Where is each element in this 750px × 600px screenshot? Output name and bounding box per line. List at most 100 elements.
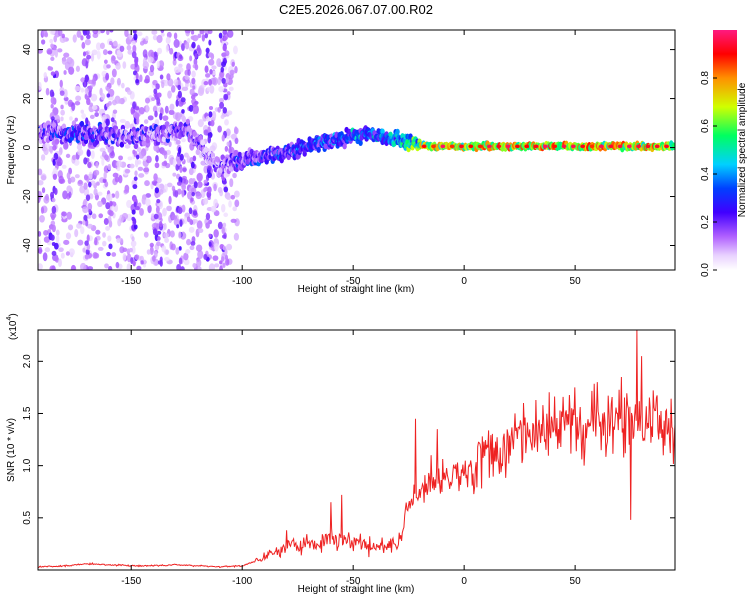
spectrogram-noise-cell (119, 246, 125, 254)
colorbar-gradient (713, 30, 737, 270)
spectrogram-noise-cell (105, 72, 110, 81)
spectrogram-x-tick-label: -50 (346, 276, 361, 287)
spectrogram-noise-cell (105, 102, 110, 108)
spectrogram-noise-cell (183, 252, 189, 261)
spectrogram-noise-cell (80, 109, 85, 114)
spectrogram-noise-cell (76, 144, 82, 151)
spectrogram-noise-cell (193, 35, 199, 41)
spectrogram-noise-cell (189, 55, 193, 62)
spectrogram-noise-cell (143, 119, 149, 124)
spectrogram-noise-cell (129, 33, 133, 41)
spectrogram-noise-cell (221, 61, 227, 68)
spectrogram-y-tick-label: 20 (22, 93, 33, 105)
spectrogram-noise-cell (100, 93, 106, 101)
snr-x-tick-label: 50 (570, 576, 582, 587)
spectrogram-noise-cell (172, 59, 177, 66)
spectrogram-noise-cell (107, 235, 112, 242)
spectrogram-noise-cell (147, 56, 154, 63)
spectrogram-noise-cell (184, 30, 191, 34)
spectrogram-noise-cell (131, 245, 136, 254)
spectrogram-noise-cell (41, 187, 46, 194)
spectrogram-noise-cell (181, 86, 189, 91)
spectrogram-noise-cell (184, 41, 190, 50)
spectrogram-noise-cell (126, 199, 132, 209)
spectrogram-noise-cell (178, 231, 182, 239)
spectrogram-noise-cell (54, 48, 59, 58)
spectrogram-noise-cell (74, 229, 79, 238)
spectrogram-noise-cell (224, 119, 229, 126)
spectrogram-noise-cell (197, 250, 204, 260)
spectrogram-noise-cell (169, 157, 174, 166)
spectrogram-noise-cell (134, 170, 138, 177)
spectrogram-noise-cell (50, 191, 55, 199)
spectrogram-noise-cell (145, 35, 149, 42)
spectrogram-noise-cell (166, 31, 172, 39)
spectrogram-peak-cell (505, 144, 511, 149)
spectrogram-peak-cell (589, 144, 595, 149)
spectrogram-noise-cell (212, 255, 219, 261)
spectrogram-noise-cell (132, 44, 137, 54)
spectrogram-noise-cell (234, 137, 239, 145)
spectrogram-noise-cell (93, 188, 98, 196)
spectrogram-y-label: Frequency (Hz) (6, 116, 17, 185)
spectrogram-noise-cell (49, 265, 55, 270)
spectrogram-noise-cell (148, 49, 155, 59)
spectrogram-noise-cell (138, 173, 145, 178)
spectrogram-noise-cell (61, 33, 65, 39)
spectrogram-noise-cell (67, 224, 74, 231)
spectrogram-noise-cell (230, 218, 237, 223)
spectrogram-noise-cell (175, 163, 180, 171)
spectrogram-noise-cell (70, 176, 76, 183)
spectrogram-noise-cell (42, 252, 48, 262)
spectrogram-noise-cell (40, 154, 46, 161)
spectrogram-noise-cell (199, 30, 205, 35)
spectrogram-noise-cell (85, 194, 91, 202)
spectrogram-noise-cell (134, 158, 139, 168)
spectrogram-noise-cell (93, 169, 100, 176)
spectrogram-noise-cell (222, 30, 228, 35)
spectrogram-noise-cell (116, 160, 123, 168)
spectrogram-noise-cell (87, 161, 92, 169)
spectrogram-noise-cell (234, 127, 239, 135)
spectrogram-noise-cell (83, 199, 88, 205)
spectrogram-noise-cell (88, 209, 92, 214)
spectrogram-noise-cell (46, 48, 53, 55)
spectrogram-noise-cell (102, 232, 106, 238)
spectrogram-signal-cell (200, 139, 205, 146)
spectrogram-noise-cell (152, 228, 158, 236)
spectrogram-noise-cell (97, 246, 104, 251)
spectrogram-noise-cell (94, 112, 99, 118)
spectrogram-noise-cell (83, 174, 88, 181)
spectrogram-noise-cell (232, 206, 238, 212)
spectrogram-noise-cell (124, 168, 131, 174)
spectrogram-noise-cell (109, 40, 113, 46)
spectrogram-noise-cell (44, 142, 51, 149)
spectrogram-noise-cell (176, 160, 181, 166)
spectrogram-noise-cell (129, 163, 135, 169)
spectrogram-noise-cell (41, 175, 47, 181)
spectrogram-noise-cell (116, 77, 121, 86)
spectrogram-noise-cell (131, 40, 137, 46)
spectrogram-peak-cell (524, 144, 530, 149)
spectrogram-noise-cell (154, 110, 158, 118)
spectrogram-signal-cell (380, 128, 385, 135)
spectrogram-noise-cell (147, 204, 152, 214)
spectrogram-noise-cell (53, 152, 59, 160)
spectrogram-noise-cell (149, 242, 154, 248)
spectrogram-noise-cell (127, 49, 133, 55)
spectrogram-peak-cell (487, 144, 492, 149)
spectrogram-noise-cell (158, 221, 163, 228)
spectrogram-noise-cell (208, 59, 215, 66)
spectrogram-noise-cell (166, 205, 172, 212)
spectrogram-noise-cell (83, 182, 88, 190)
spectrogram-signal-cell (233, 150, 238, 157)
spectrogram-noise-cell (144, 97, 151, 104)
spectrogram-noise-cell (43, 230, 49, 236)
spectrogram-peak-cell (515, 144, 520, 149)
spectrogram-noise-cell (95, 162, 99, 169)
spectrogram-noise-cell (202, 198, 209, 205)
spectrogram-noise-cell (217, 221, 223, 230)
spectrogram-peak-cell (561, 144, 567, 149)
spectrogram-noise-cell (214, 263, 220, 268)
spectrogram-peak-cell (440, 144, 446, 149)
